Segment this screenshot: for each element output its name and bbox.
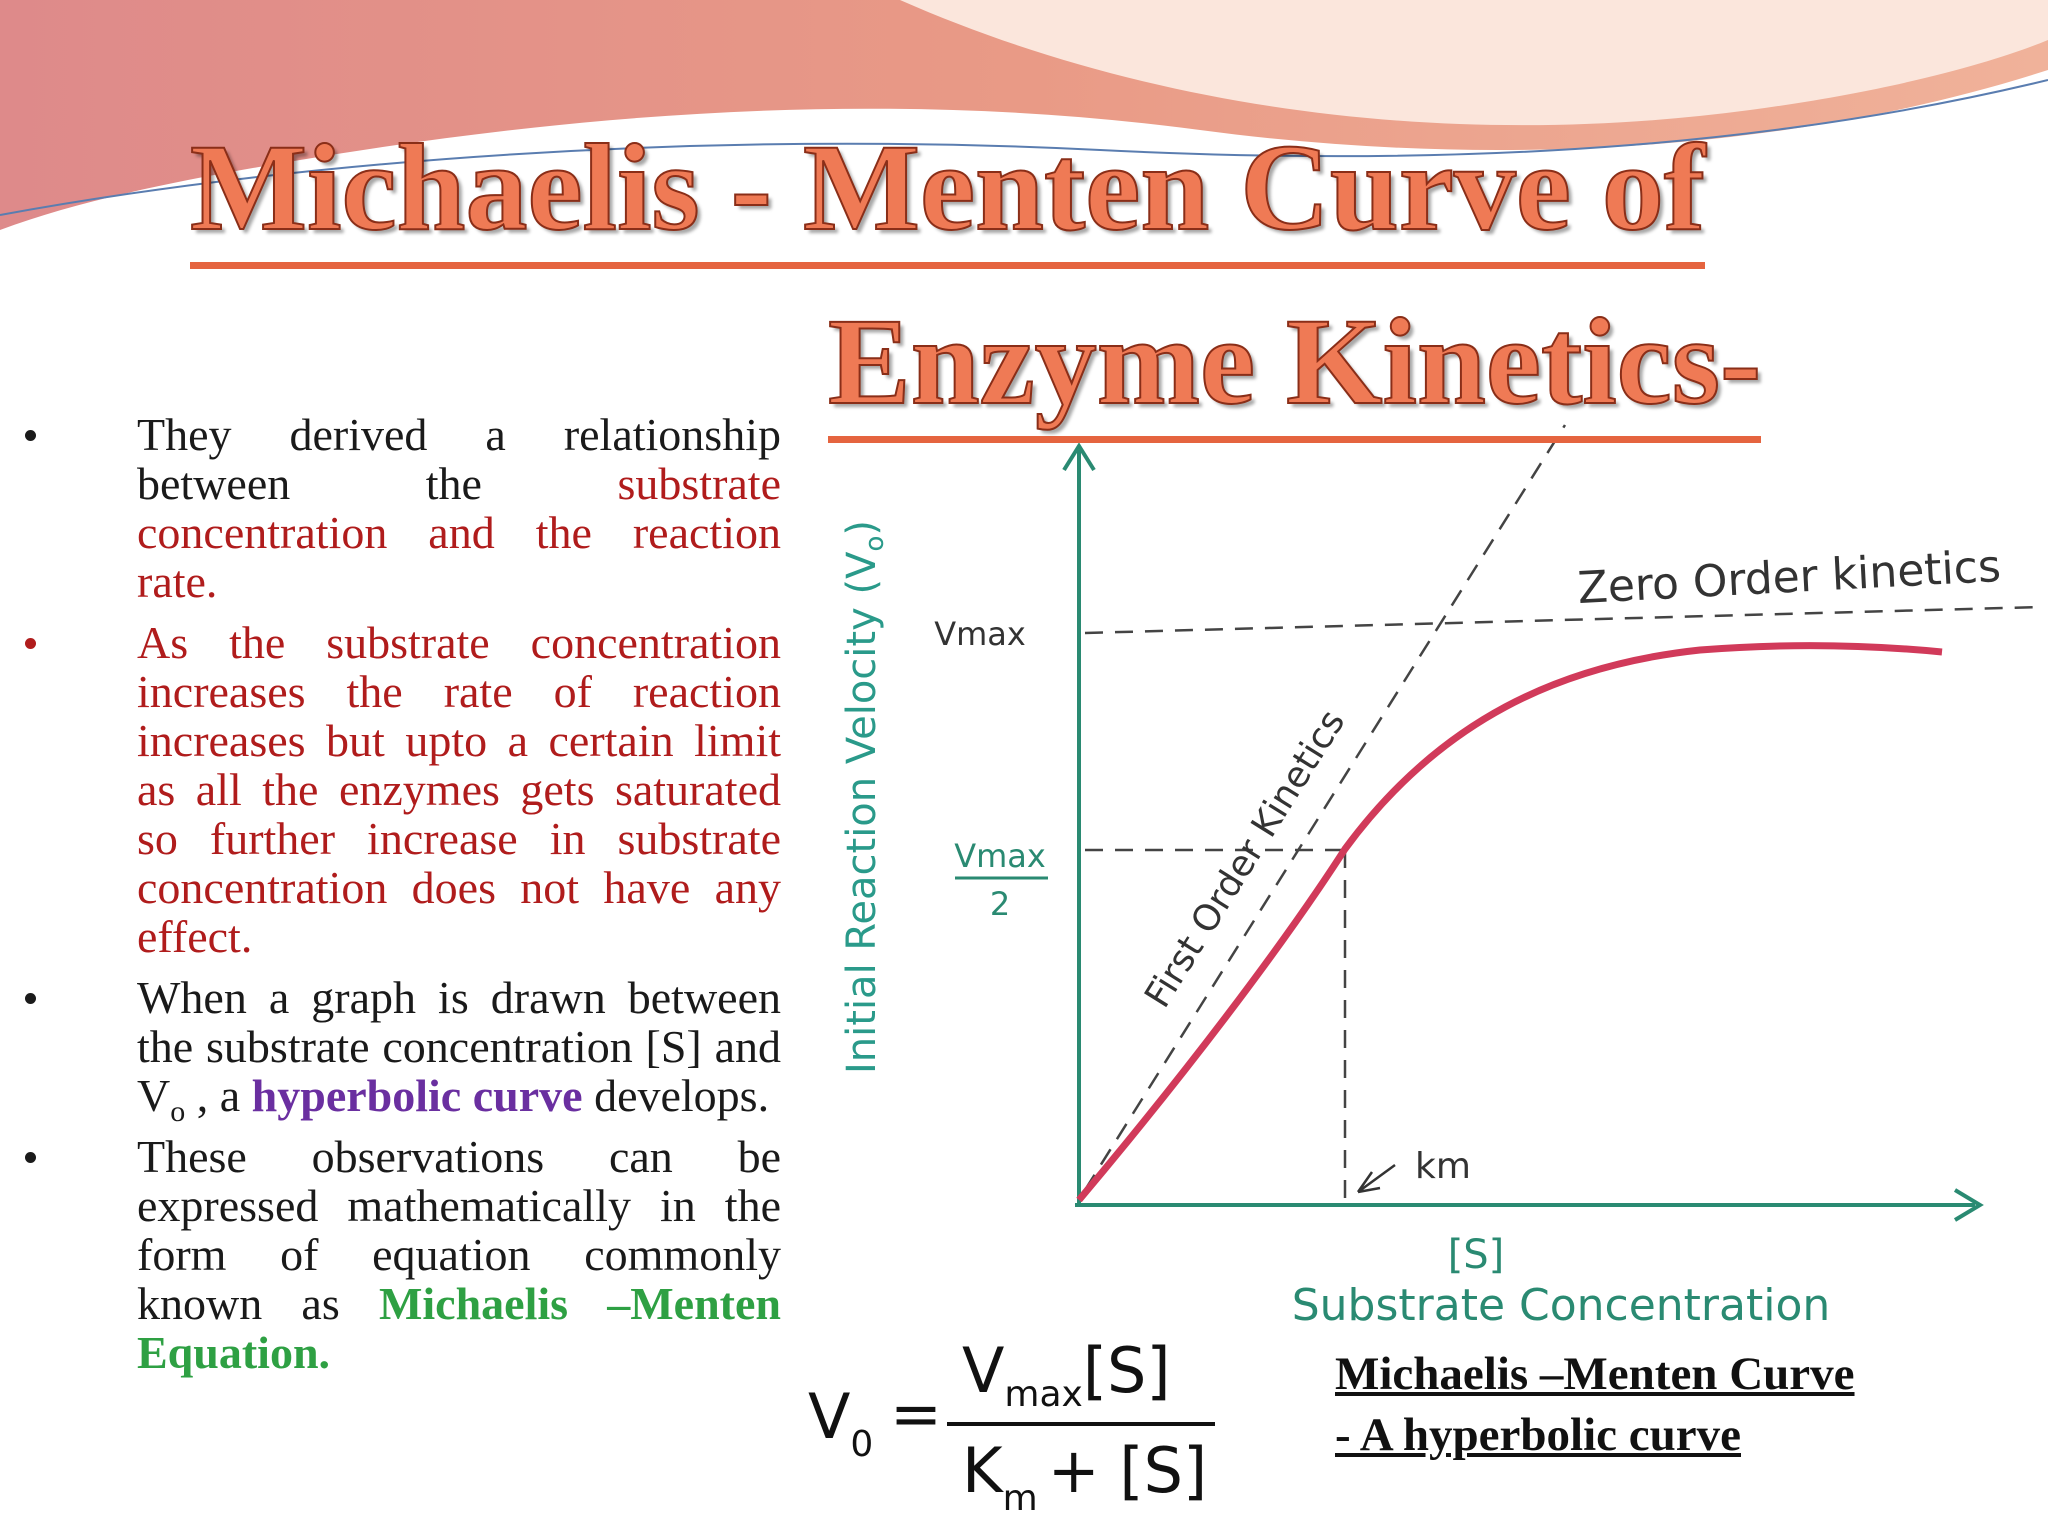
caption-line-1: Michaelis –Menten Curve <box>1335 1348 1855 1400</box>
km-label: km <box>1415 1146 1471 1187</box>
km-arrow <box>1356 1163 1396 1194</box>
eq-den-end: + [S] <box>1048 1434 1207 1507</box>
zero-order-label: Zero Order kinetics <box>1576 541 2002 614</box>
x-axis-label: Substrate Concentration <box>1292 1280 1831 1331</box>
header-line <box>0 79 2048 216</box>
bullet-item: They derived a relationship between the … <box>25 409 781 607</box>
eq-numerator: Vmax[S] <box>962 1334 1171 1415</box>
y-axis-label-end: ) <box>839 520 885 536</box>
bullet-item: As the substrate concentration increases… <box>25 617 781 962</box>
eq-den-sub: m <box>1003 1478 1038 1519</box>
bullet-marker <box>25 638 36 649</box>
y-arrow <box>1062 442 1096 472</box>
bullet-text: They derived a relationship between the <box>137 409 781 509</box>
equation: V0 = Vmax[S] Km + [S] <box>808 1334 1215 1519</box>
bullet-text: These observations can be expressed math… <box>137 1131 781 1329</box>
bullet-item: When a graph is drawn between the substr… <box>25 972 781 1127</box>
first-order-label: First Order Kinetics <box>1137 703 1353 1015</box>
bullet-marker <box>25 1152 36 1163</box>
y-axis-label: Initial Reaction Velocity (Vo) <box>839 520 890 1074</box>
eq-num-end: [S] <box>1083 1334 1171 1407</box>
eq-equals: = <box>890 1377 942 1450</box>
half-vmax-bottom: 2 <box>990 885 1010 923</box>
title-line-2: Enzyme Kinetics- <box>827 292 1762 443</box>
eq-num-sub: max <box>1004 1374 1082 1415</box>
bullet-text: hyperbolic curve <box>251 1070 583 1121</box>
header-highlight <box>900 0 2048 126</box>
bullet-text: , a <box>185 1070 252 1121</box>
title-line-1: Michaelis - Menten Curve of <box>189 118 1706 269</box>
eq-den-k: K <box>962 1434 1004 1507</box>
vmax-line <box>1084 605 2041 635</box>
bullet-list: They derived a relationship between the … <box>25 409 781 1389</box>
diagram: Initial Reaction Velocity (Vo) Vmax Vmax… <box>839 424 2041 1331</box>
y-axis-label-text: Initial Reaction Velocity (V <box>839 551 885 1074</box>
bullet-text: When a graph is drawn between the substr… <box>137 972 781 1121</box>
x-symbol: [S] <box>1448 1232 1505 1278</box>
bullet-text: Michaelis –Menten Equation. <box>137 1278 781 1378</box>
bullet-text: develops. <box>582 1070 770 1121</box>
eq-lhs: V0 <box>808 1380 873 1465</box>
bullet-item: These observations can be expressed math… <box>25 1131 781 1378</box>
first-order-line <box>1083 424 1567 1191</box>
eq-lhs-sub: 0 <box>850 1424 873 1465</box>
bullet-text: substrate concentration and the reaction… <box>137 458 781 607</box>
half-vmax-top: Vmax <box>954 837 1046 875</box>
eq-lhs-v: V <box>808 1380 850 1453</box>
vmax-label: Vmax <box>934 615 1026 653</box>
eq-denominator: Km + [S] <box>962 1434 1207 1519</box>
bullet-text: As the substrate concentration increases… <box>137 617 781 962</box>
bullet-text: o <box>170 1095 186 1129</box>
caption-line-2: - A hyperbolic curve <box>1335 1409 1741 1461</box>
x-arrow <box>1953 1188 1984 1222</box>
bullet-marker <box>25 430 36 441</box>
y-axis-label-sub: o <box>860 536 890 552</box>
eq-num-v: V <box>962 1334 1004 1407</box>
bullet-marker <box>25 993 36 1004</box>
mm-curve <box>1076 642 1943 1203</box>
